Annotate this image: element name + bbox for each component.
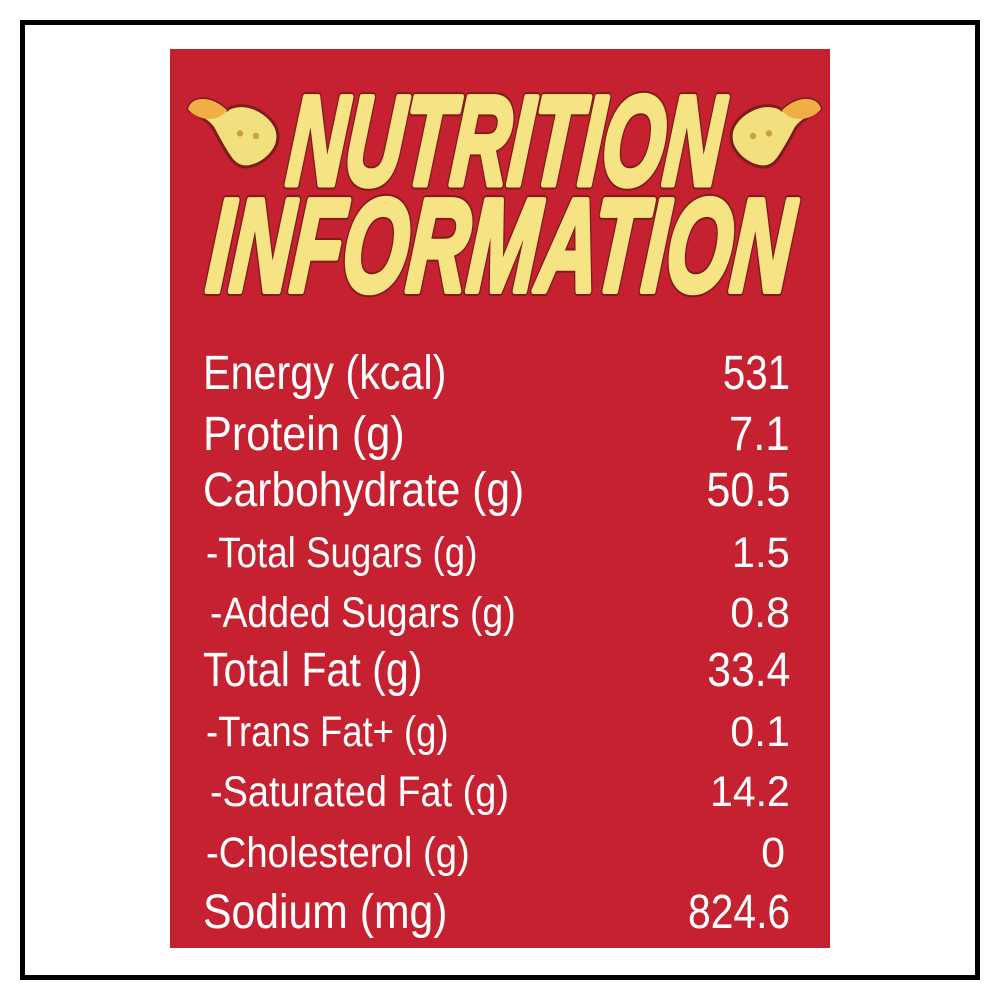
- svg-text:NUTRITION: NUTRITION: [283, 70, 731, 212]
- svg-text:NUTRITION: NUTRITION: [283, 70, 731, 212]
- svg-text:INFORMATION: INFORMATION: [202, 172, 800, 320]
- svg-text:INFORMATION: INFORMATION: [202, 172, 800, 320]
